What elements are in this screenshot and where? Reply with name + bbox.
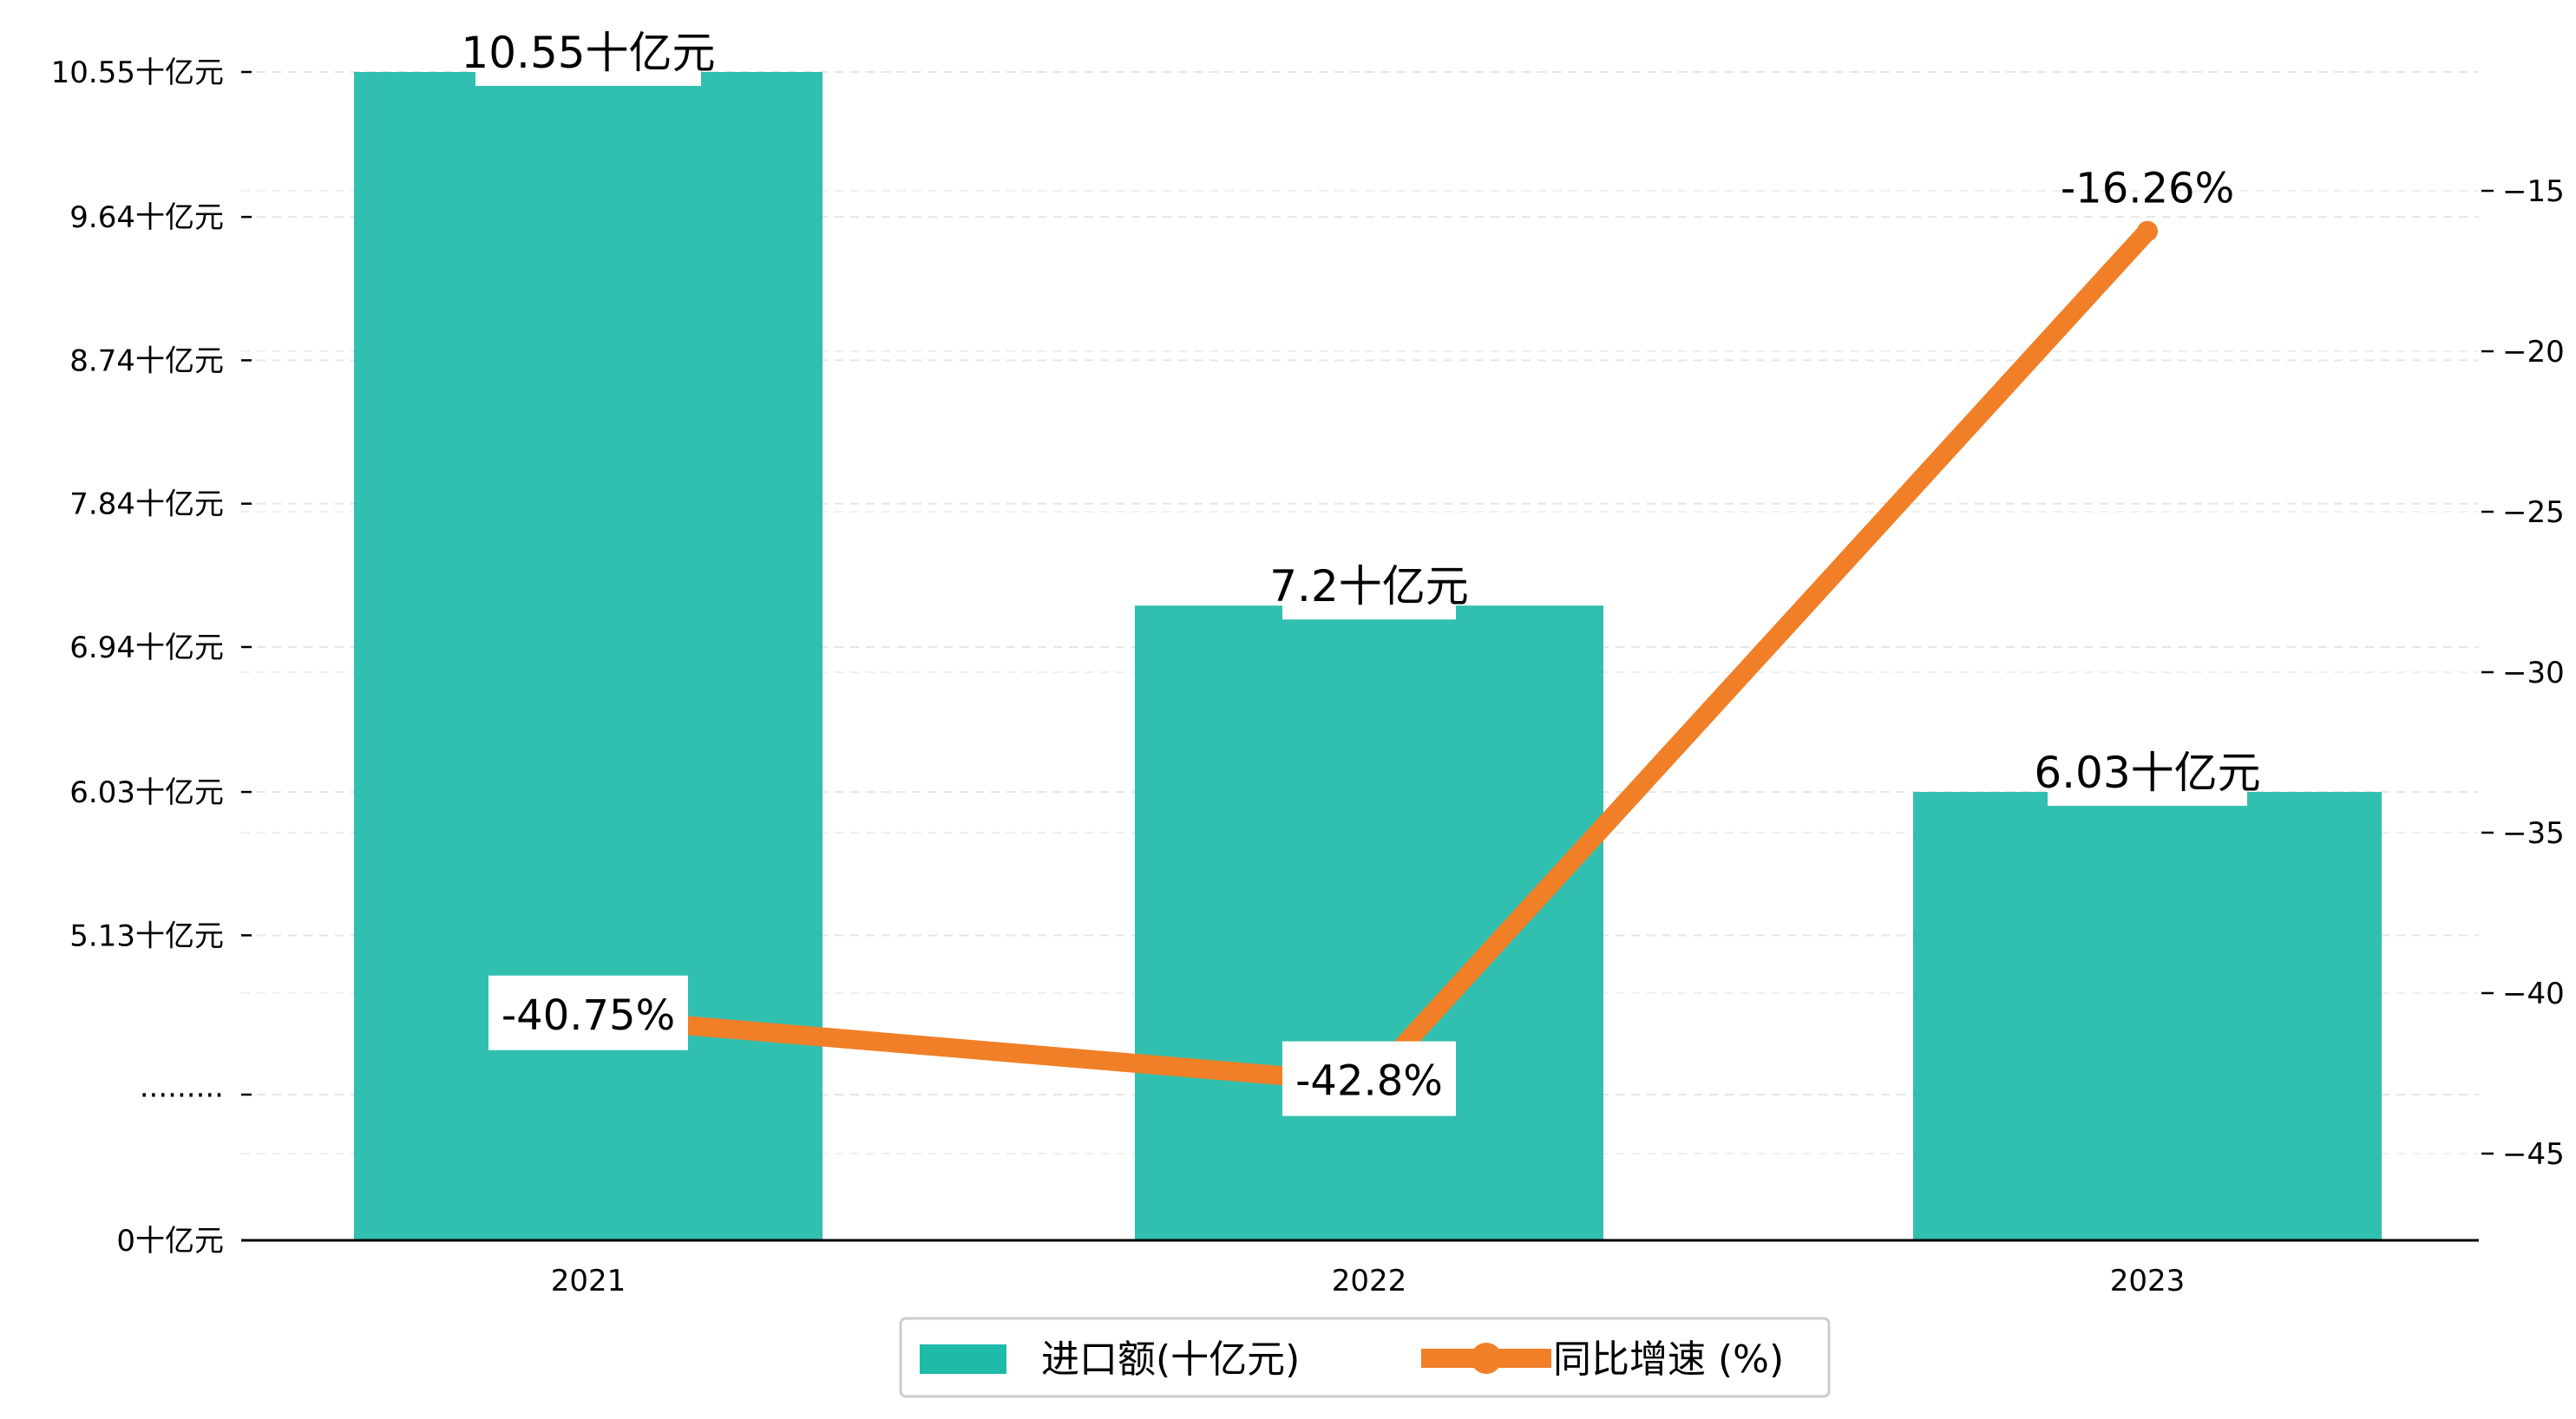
bar-2023 bbox=[1913, 792, 2382, 1240]
bar-label-box-2021 bbox=[475, 20, 701, 86]
x-tick-label-2022: 2022 bbox=[1332, 1264, 1407, 1298]
bar-label-2022: 7.2十亿元 bbox=[1269, 561, 1469, 611]
bar-label-box-2023 bbox=[2048, 740, 2247, 807]
right-tick-label-5: −20 bbox=[2502, 335, 2565, 369]
line-point-2023 bbox=[2137, 220, 2158, 242]
line-label-box-2021 bbox=[488, 975, 688, 1050]
axes: 0十亿元 ········· 5.13十亿元 6.03十亿元 6.94十亿元 7.84十亿… bbox=[51, 56, 2565, 1298]
legend-swatch-marker bbox=[1471, 1343, 1502, 1374]
left-tick-label-5: 7.84十亿元 bbox=[69, 487, 224, 522]
left-tick-label-4: 6.94十亿元 bbox=[69, 631, 224, 665]
left-tick-label-6: 8.74十亿元 bbox=[69, 343, 224, 378]
legend-box bbox=[899, 1317, 1831, 1398]
left-tick-label-2: 5.13十亿元 bbox=[69, 919, 224, 953]
left-tick-label-8: 10.55十亿元 bbox=[51, 56, 224, 90]
legend-label-bars: 进口额(十亿元) bbox=[1041, 1337, 1300, 1382]
line-label-2021: -40.75% bbox=[501, 991, 675, 1040]
left-tick-label-7: 9.64十亿元 bbox=[69, 200, 224, 235]
bar-2021 bbox=[354, 72, 823, 1240]
line-label-2023: -16.26% bbox=[2061, 165, 2234, 213]
right-tick-label-2: −35 bbox=[2502, 816, 2565, 851]
legend-label-line: 同比增速 (%) bbox=[1553, 1337, 1784, 1382]
bar-label-box-2022 bbox=[1282, 553, 1456, 620]
line-label-box-2022 bbox=[1282, 1041, 1456, 1116]
x-tick-label-2021: 2021 bbox=[551, 1264, 626, 1298]
right-tick-label-1: −40 bbox=[2502, 977, 2565, 1011]
legend: 进口额(十亿元) 同比增速 (%) bbox=[899, 1317, 1831, 1398]
data-labels: 10.55十亿元 7.2十亿元 6.03十亿元 -40.75% -42.8% -16.26… bbox=[461, 20, 2261, 1116]
right-tick-label-6: −15 bbox=[2502, 174, 2565, 209]
bar-label-2023: 6.03十亿元 bbox=[2034, 748, 2260, 798]
bar-2022 bbox=[1135, 605, 1603, 1240]
line-label-2022: -42.8% bbox=[1295, 1057, 1443, 1106]
legend-swatch-bars bbox=[920, 1344, 1006, 1374]
right-tick-label-3: −30 bbox=[2502, 656, 2565, 690]
left-tick-label-0: 0十亿元 bbox=[116, 1224, 224, 1259]
right-tick-label-0: −45 bbox=[2502, 1137, 2565, 1172]
right-tick-label-4: −25 bbox=[2502, 495, 2565, 530]
x-tick-label-2023: 2023 bbox=[2110, 1264, 2186, 1298]
bar-label-2021: 10.55十亿元 bbox=[461, 28, 715, 78]
bars bbox=[354, 72, 2382, 1240]
left-tick-label-1: ········· bbox=[140, 1078, 224, 1113]
left-tick-label-3: 6.03十亿元 bbox=[69, 775, 224, 810]
